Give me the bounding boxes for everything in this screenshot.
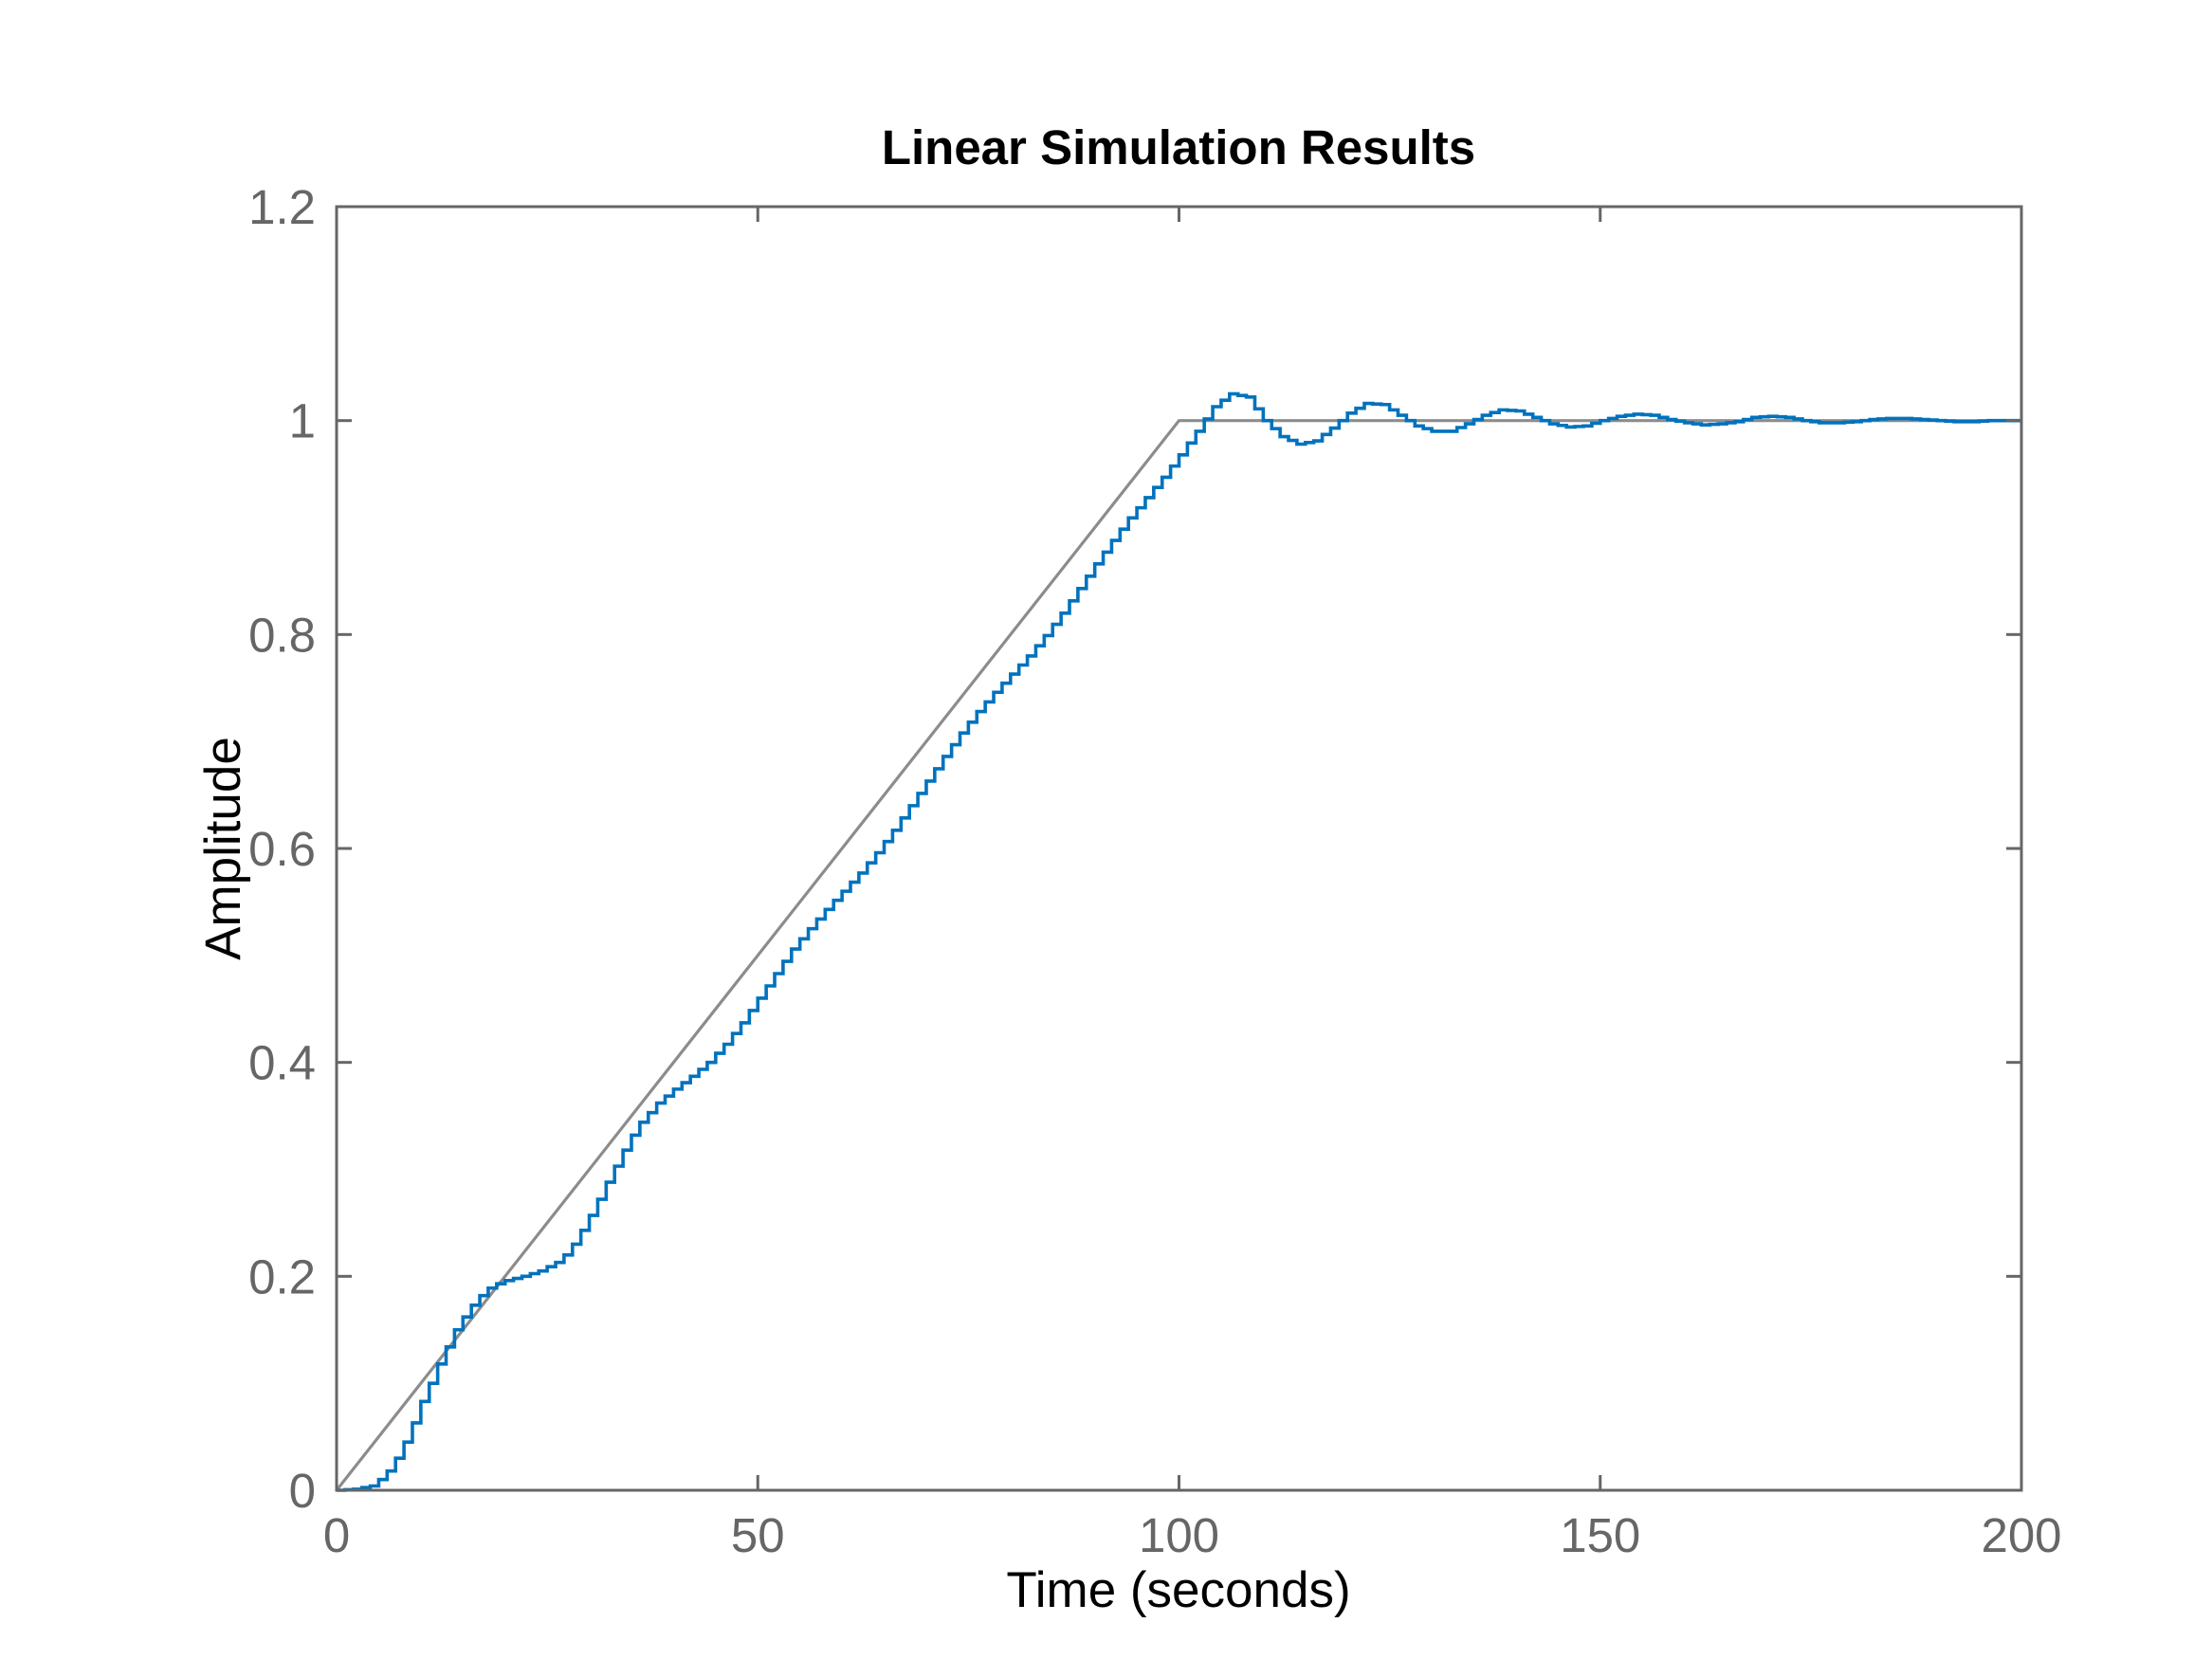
x-tick-label: 150 bbox=[1560, 1508, 1640, 1562]
response-stairs-line bbox=[337, 392, 2021, 1492]
x-tick-labels: 0 50 100 150 200 bbox=[323, 1508, 2062, 1562]
y-tick-label: 0.4 bbox=[248, 1036, 316, 1090]
chart-title: Linear Simulation Results bbox=[882, 120, 1475, 174]
x-tick-label: 50 bbox=[731, 1508, 785, 1562]
y-tick-label: 0 bbox=[289, 1464, 316, 1518]
x-tick-label: 0 bbox=[323, 1508, 350, 1562]
y-tick-labels: 0 0.2 0.4 0.6 0.8 1 1.2 bbox=[248, 180, 316, 1518]
axes-box bbox=[335, 205, 2023, 1492]
x-tick-label: 100 bbox=[1139, 1508, 1219, 1562]
x-axis-label: Time (seconds) bbox=[1006, 1562, 1350, 1618]
y-tick-label: 0.2 bbox=[248, 1249, 316, 1304]
series-layer bbox=[335, 392, 2021, 1492]
y-tick-label: 0.6 bbox=[248, 822, 316, 876]
y-tick-label: 1.2 bbox=[248, 180, 316, 234]
plot-area bbox=[337, 207, 2021, 1490]
y-axis-label: Amplitude bbox=[195, 737, 251, 960]
x-tick-label: 200 bbox=[1981, 1508, 2061, 1562]
y-tick-label: 1 bbox=[289, 394, 316, 448]
y-tick-label: 0.8 bbox=[248, 608, 316, 662]
